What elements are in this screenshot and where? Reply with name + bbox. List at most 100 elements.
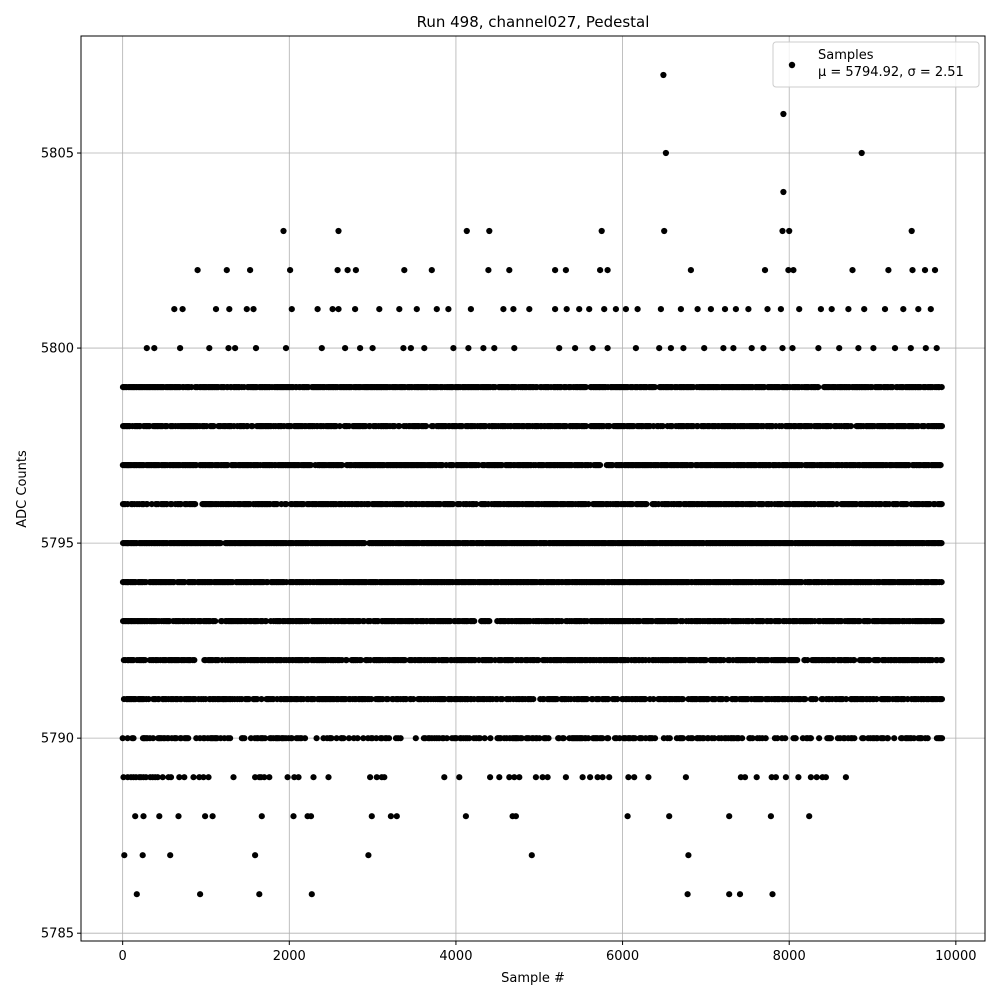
data-point (150, 735, 157, 742)
data-point (343, 657, 350, 664)
data-point (792, 735, 799, 742)
data-point (605, 735, 612, 742)
data-point (560, 735, 567, 742)
data-point (851, 735, 858, 742)
data-point (689, 735, 696, 742)
data-point (373, 735, 380, 742)
data-point (782, 735, 789, 742)
data-point (261, 735, 269, 742)
data-point (762, 735, 769, 742)
data-point (553, 696, 561, 703)
data-point (333, 735, 340, 742)
data-point (938, 618, 945, 625)
data-point (938, 423, 946, 430)
data-point (843, 696, 850, 703)
data-point (486, 618, 493, 625)
data-point (145, 696, 152, 703)
data-point (827, 735, 835, 742)
data-point (185, 735, 192, 742)
data-point (217, 540, 224, 547)
data-point (938, 657, 945, 664)
data-point (605, 696, 612, 703)
data-point (360, 735, 367, 742)
data-point (938, 540, 945, 547)
data-point (596, 462, 604, 469)
data-point (774, 735, 781, 742)
data-point (397, 735, 404, 742)
data-point (192, 501, 199, 508)
data-point (666, 735, 673, 742)
data-point (804, 657, 811, 664)
data-point (631, 735, 639, 742)
data-point (263, 618, 270, 625)
data-point (401, 657, 409, 664)
data-point (739, 735, 746, 742)
data-point (938, 501, 945, 508)
data-point (227, 735, 234, 742)
data-point (410, 696, 417, 703)
data-point (910, 735, 918, 742)
data-point (651, 735, 659, 742)
data-point (518, 735, 525, 742)
data-point (860, 735, 867, 742)
data-point (466, 735, 473, 742)
data-point (340, 735, 347, 742)
data-point (288, 735, 295, 742)
data-points (119, 71, 946, 898)
data-point (301, 735, 309, 742)
data-point (245, 696, 253, 703)
data-point (481, 735, 488, 742)
data-point (938, 696, 946, 703)
data-point (642, 696, 649, 703)
data-point (530, 696, 537, 703)
data-point (938, 735, 946, 742)
data-point (130, 735, 137, 742)
data-point (794, 657, 801, 664)
data-point (476, 735, 484, 742)
data-point (650, 696, 657, 703)
data-point (535, 657, 542, 664)
data-point (802, 696, 809, 703)
data-point (384, 696, 391, 703)
data-point (812, 696, 819, 703)
data-point (345, 735, 353, 742)
data-point (119, 735, 126, 742)
data-point (583, 696, 591, 703)
data-point (711, 735, 718, 742)
data-point (142, 657, 149, 664)
data-point (536, 735, 543, 742)
data-point (487, 735, 494, 742)
data-point (807, 735, 815, 742)
data-point (558, 618, 565, 625)
data-point (368, 696, 375, 703)
data-point (585, 735, 592, 742)
data-point (851, 657, 858, 664)
data-point (361, 540, 368, 547)
data-point (938, 579, 945, 586)
data-point (124, 735, 131, 742)
data-point (545, 735, 552, 742)
data-point (385, 735, 393, 742)
data-point (884, 735, 892, 742)
data-point (471, 618, 478, 625)
data-point (866, 657, 873, 664)
data-point (241, 735, 248, 742)
data-point (749, 735, 756, 742)
data-point (723, 696, 731, 703)
data-point (873, 696, 880, 703)
data-point (443, 735, 450, 742)
data-point (643, 501, 650, 508)
data-point (599, 735, 606, 742)
data-point (254, 696, 261, 703)
data-point (679, 696, 687, 703)
data-point (328, 735, 335, 742)
data-point (354, 735, 361, 742)
data-point (313, 735, 320, 742)
data-point (357, 657, 365, 664)
data-point (614, 696, 621, 703)
data-point (702, 657, 710, 664)
data-point (423, 423, 430, 430)
data-point (720, 657, 727, 664)
